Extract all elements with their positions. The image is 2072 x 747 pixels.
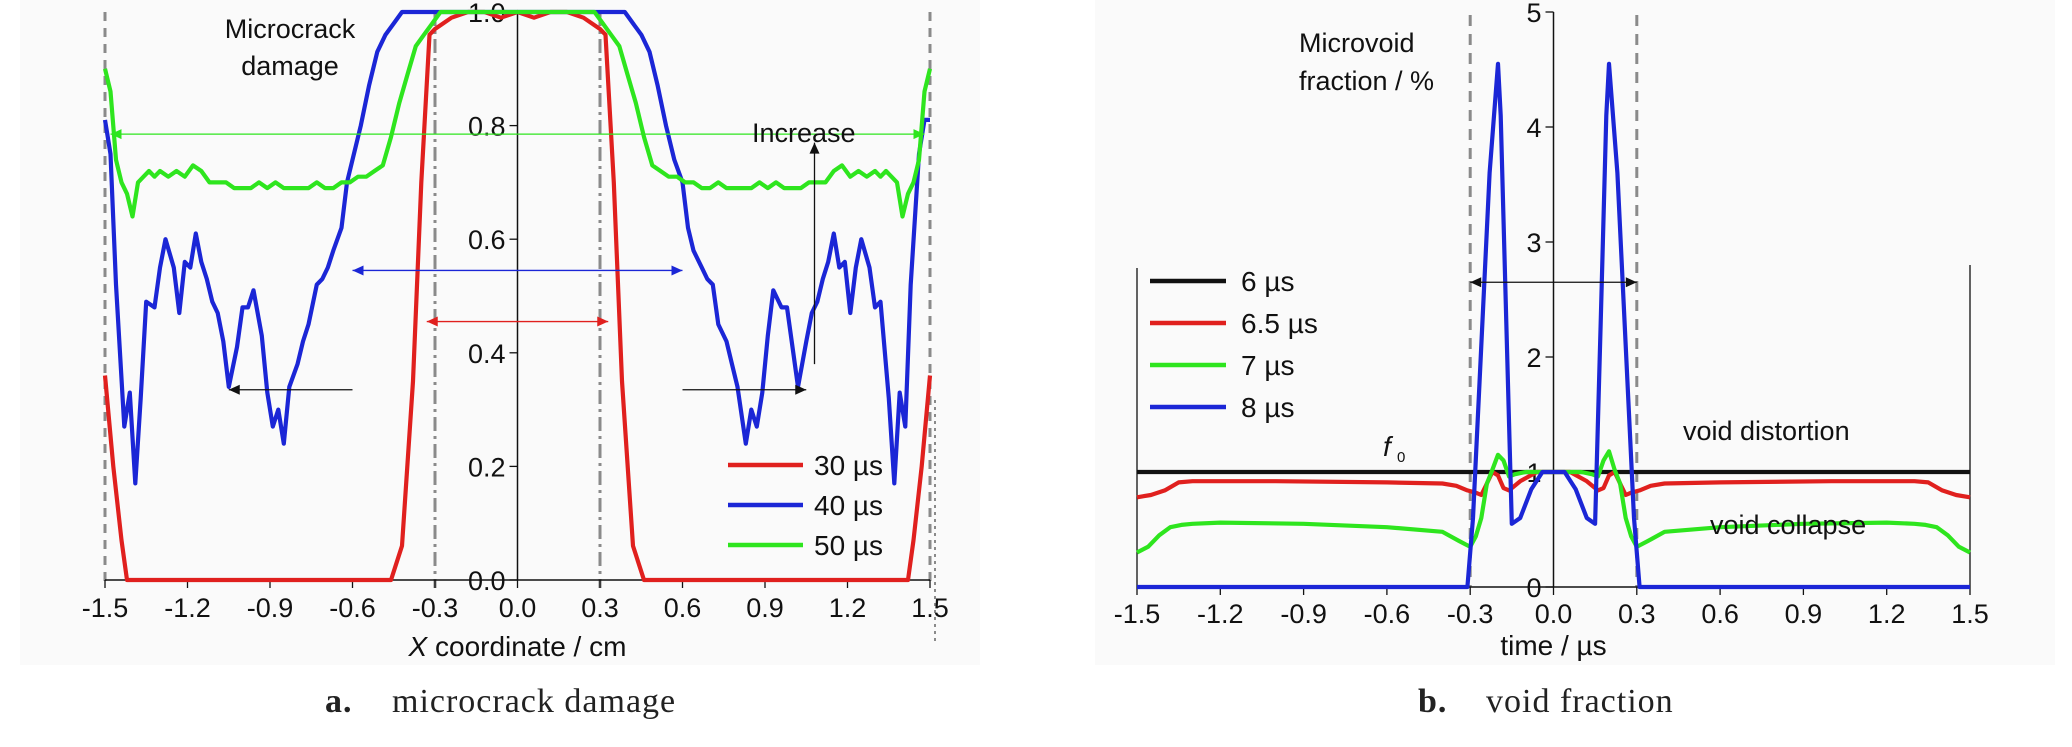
legend-label-50-s: 50 µs: [814, 530, 883, 561]
panel-b-x-tick-label: 1.5: [1951, 599, 1989, 629]
panel-a-chart: -1.5 -1.2 -0.9 -0.6 -0.3 0.0 0.3 0.6 0.9 1.2 1.5 0.…: [82, 0, 949, 662]
panel-b-y-tick-label: 5: [1526, 0, 1541, 28]
panel-a-x-tick-label: 0.6: [664, 593, 702, 623]
arrow-40us-width-head: [671, 265, 683, 276]
panel-b-background: [1095, 0, 2055, 665]
panel-a-x-tick-label: -1.5: [82, 593, 129, 623]
panel-b-chart: -1.5 -1.2 -0.9 -0.6 -0.3 0.0 0.3 0.6 0.9 1.2 1.501…: [1114, 0, 1989, 661]
panel-a-x-tick-label: -1.2: [164, 593, 211, 623]
panel-b-y-label-line-1: Microvoid: [1299, 28, 1415, 58]
arrow-peak-spread-head: [1470, 277, 1482, 288]
panel-b-arrows: [1470, 277, 1637, 288]
panel-b-x-tick-label: -0.9: [1280, 599, 1327, 629]
legend-label-40-s: 40 µs: [814, 490, 883, 521]
panel-b-annotation-collapse: void collapse: [1710, 510, 1866, 540]
arrow-left-spread-head: [228, 384, 240, 395]
panel-b-x-tick-label: -1.5: [1114, 599, 1161, 629]
panel-b-x-tick-label: -0.6: [1364, 599, 1411, 629]
panel-a-x-tick-label: 0.3: [581, 593, 619, 623]
arrow-50us-width-head: [913, 129, 925, 140]
panel-a-x-tick-label: -0.3: [412, 593, 459, 623]
panel-a-x-label: X coordinate / cm: [408, 631, 627, 662]
panel-b-x-tick-label: 0.6: [1701, 599, 1739, 629]
arrow-peak-spread-head: [1625, 277, 1637, 288]
series-line-8-s: [1137, 61, 1970, 590]
panel-a-background: [20, 0, 980, 665]
panel-a-x-tick-label: -0.9: [247, 593, 294, 623]
panel-a-x-label-variable: X: [408, 631, 429, 662]
panel-a-legend: 30 µs 40 µs 50 µs: [728, 450, 883, 561]
arrow-30us-width-head: [426, 316, 438, 327]
caption-a-text: microcrack damage: [392, 683, 676, 720]
arrow-50us-width-head: [110, 129, 122, 140]
panel-a-y-tick-label: 0.2: [468, 452, 506, 482]
panel-a-x-tick-label: 1.2: [829, 593, 867, 623]
caption-a-label: a.: [325, 683, 353, 720]
panel-a-arrows: [110, 129, 925, 395]
panel-b-y-tick-label: 0: [1526, 573, 1541, 603]
panel-b-x-tick-label: -1.2: [1197, 599, 1244, 629]
arrow-30us-width-head: [597, 316, 609, 327]
panel-a-y-tick-label: 0.6: [468, 225, 506, 255]
panel-b-x-tick-label: 1.2: [1868, 599, 1906, 629]
arrow-increase-head: [809, 142, 820, 154]
panel-a-guides: [103, 12, 936, 645]
panel-b-annotation-distortion: void distortion: [1683, 416, 1850, 446]
panel-a-labels: Microcrack damage Increase X coordinate / c…: [225, 14, 856, 662]
panel-b-y-label-line-2: fraction / %: [1299, 66, 1434, 96]
panel-a-x-tick-label: 0.9: [746, 593, 784, 623]
panel-b-series: [1136, 61, 1971, 590]
series-line-50-s: [102, 9, 933, 219]
panel-a-y-label-line-2: damage: [241, 51, 339, 81]
legend-label-30-s: 30 µs: [814, 450, 883, 481]
panel-a-x-label-text: coordinate / cm: [427, 631, 626, 662]
panel-a-series: [102, 9, 933, 583]
legend-label-8-s: 8 µs: [1241, 392, 1294, 423]
panel-a-increase-annotation: Increase: [752, 118, 856, 148]
panel-a-y-tick-label: 0.8: [468, 112, 506, 142]
legend-label-6-s: 6 µs: [1241, 266, 1294, 297]
legend-label-6-5-s: 6.5 µs: [1241, 308, 1318, 339]
panel-a-y-tick-label: 0.4: [468, 339, 506, 369]
panel-b-x-tick-label: 0.0: [1535, 599, 1573, 629]
panel-a-x-tick-label: 1.5: [911, 593, 949, 623]
panel-b-y-tick-label: 3: [1526, 228, 1541, 258]
panel-a-y-label-line-1: Microcrack: [225, 14, 356, 44]
panel-a-x-tick-label: -0.6: [329, 593, 376, 623]
legend-label-7-s: 7 µs: [1241, 350, 1294, 381]
panel-b-y-tick-label: 4: [1526, 113, 1541, 143]
panel-a-y-tick-label: 0.0: [468, 566, 506, 596]
caption-b-text: void fraction: [1486, 683, 1674, 720]
panel-b-f0-label: f: [1383, 431, 1394, 462]
arrow-right-spread-head: [795, 384, 807, 395]
panel-b-legend: 6 µs 6.5 µs 7 µs 8 µs: [1150, 266, 1318, 423]
panel-b-f0-subscript: 0: [1397, 449, 1405, 466]
panel-b-y-tick-label: 2: [1526, 343, 1541, 373]
panel-b-labels: Microvoid fraction / % time / µs void disto…: [1299, 28, 1866, 661]
panel-b-x-label: time / µs: [1500, 630, 1606, 661]
panel-a-x-tick-label: 0.0: [499, 593, 537, 623]
caption-b-label: b.: [1418, 683, 1447, 720]
arrow-40us-width-head: [352, 265, 364, 276]
panel-b-x-tick-label: 0.9: [1785, 599, 1823, 629]
panel-b-x-tick-label: 0.3: [1618, 599, 1656, 629]
panel-b-x-tick-label: -0.3: [1447, 599, 1494, 629]
